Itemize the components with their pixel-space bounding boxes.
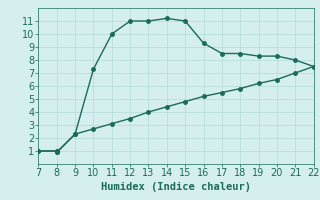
X-axis label: Humidex (Indice chaleur): Humidex (Indice chaleur): [101, 182, 251, 192]
